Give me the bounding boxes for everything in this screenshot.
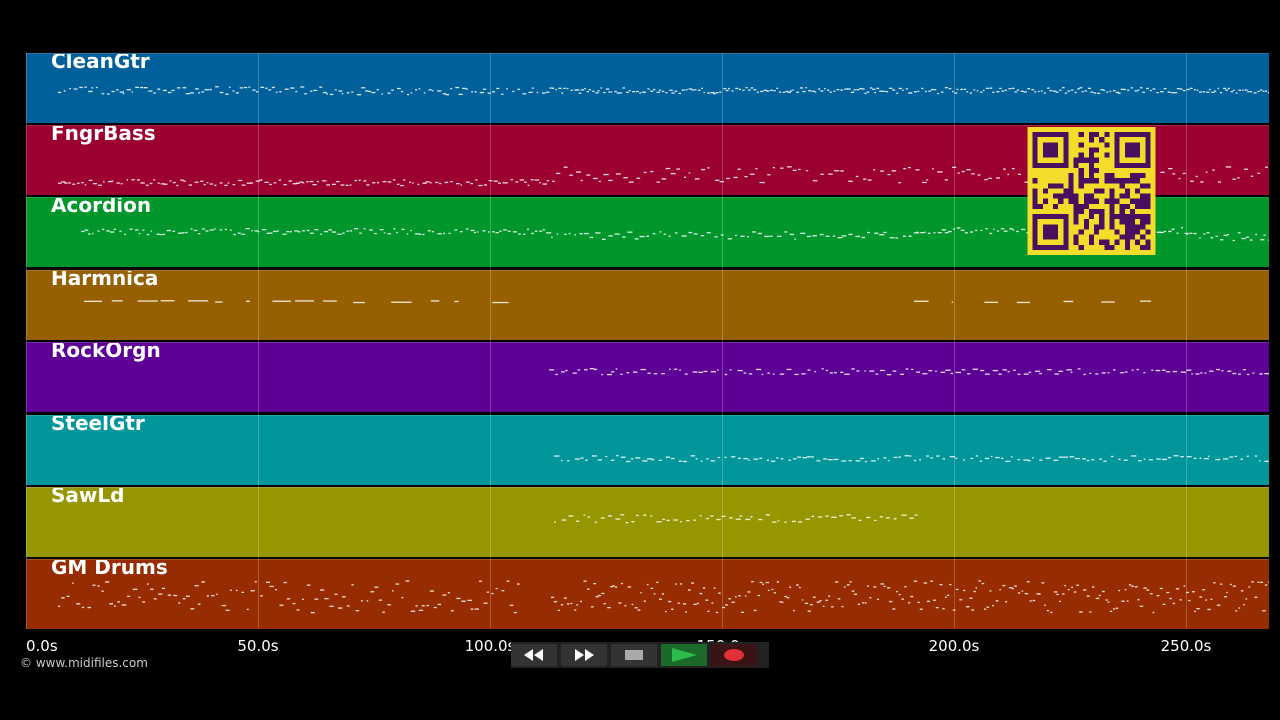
- track-lane-gm-drums[interactable]: GM Drums: [26, 559, 1269, 629]
- time-tick-label: 250.0s: [1160, 637, 1212, 655]
- track-name: GM Drums: [51, 559, 168, 579]
- track-name: FngrBass: [51, 125, 156, 145]
- note-pattern: [58, 166, 1268, 187]
- time-tick-label: 100.0s: [464, 637, 516, 655]
- time-tick-label: 50.0s: [237, 637, 279, 655]
- qr-code: [1027, 127, 1156, 255]
- track-lane-steelgtr[interactable]: SteelGtr: [26, 415, 1269, 485]
- stop-button[interactable]: [611, 644, 657, 666]
- note-pattern: [58, 580, 1269, 614]
- track-name: Acordion: [51, 197, 152, 217]
- time-tick-label: 0.0s: [26, 637, 58, 655]
- play-button[interactable]: [661, 644, 707, 666]
- record-icon: [724, 649, 744, 661]
- note-pattern: [84, 300, 1151, 304]
- rewind-button[interactable]: [511, 644, 557, 666]
- time-tick-label: 200.0s: [928, 637, 980, 655]
- fast-forward-icon: [575, 649, 594, 661]
- track-lane-rockorgn[interactable]: RockOrgn: [26, 342, 1269, 412]
- transport-controls: [511, 642, 769, 668]
- fast-forward-button[interactable]: [561, 644, 607, 666]
- note-pattern: [554, 514, 918, 524]
- track-lane-cleangtr[interactable]: CleanGtr: [26, 53, 1269, 123]
- track-lane-sawld[interactable]: SawLd: [26, 487, 1269, 557]
- track-name: CleanGtr: [51, 53, 150, 73]
- copyright-text: © www.midifiles.com: [20, 656, 148, 670]
- track-name: Harmnica: [51, 270, 159, 290]
- record-button[interactable]: [711, 644, 757, 666]
- track-name: SteelGtr: [51, 415, 145, 435]
- rewind-icon: [524, 649, 543, 661]
- note-pattern: [554, 455, 1269, 463]
- note-pattern: [58, 86, 1269, 96]
- track-name: SawLd: [51, 487, 125, 507]
- track-lane-harmnica[interactable]: Harmnica: [26, 270, 1269, 340]
- note-pattern: [549, 368, 1269, 376]
- play-icon: [672, 648, 697, 662]
- track-name: RockOrgn: [51, 342, 161, 362]
- stop-icon: [625, 650, 643, 660]
